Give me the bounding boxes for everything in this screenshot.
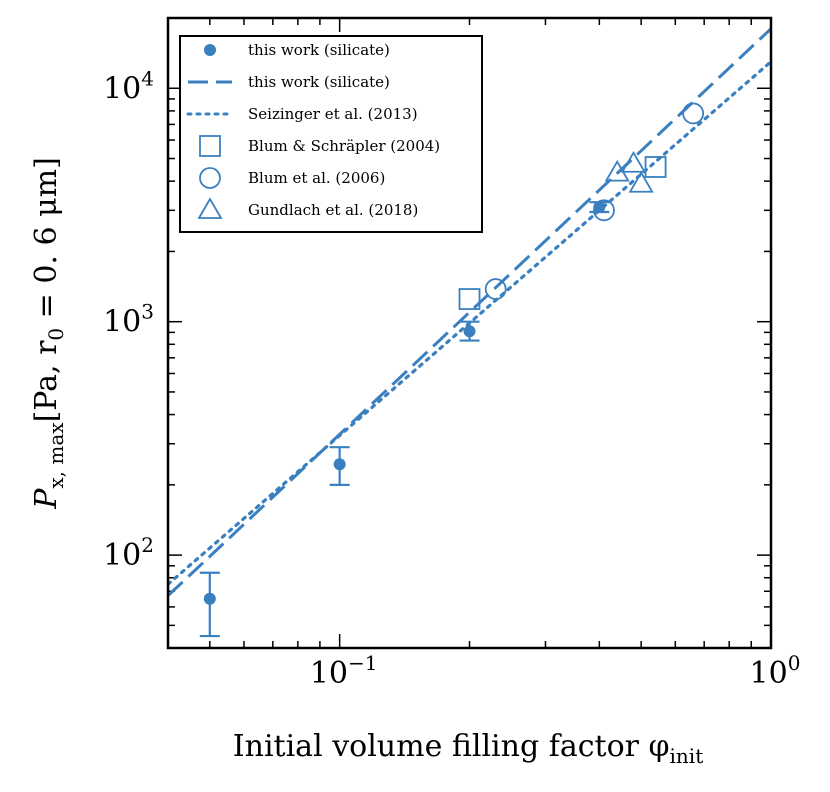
legend-marker [199,167,221,189]
data-point [458,288,481,310]
y-tick-label: 104 [103,66,154,106]
legend-label: Seizinger et al. (2013) [248,105,418,123]
data-point [628,170,654,193]
y-tick-label: 102 [103,533,154,573]
data-point [463,325,476,338]
legend: this work (silicate) this work (silicate)… [179,35,483,233]
legend-marker [199,135,221,157]
data-point [644,156,667,178]
data-point [620,150,647,173]
legend-label: this work (silicate) [248,41,390,59]
legend-marker [197,197,223,219]
data-point [682,102,705,125]
legend-label: this work (silicate) [248,73,390,91]
legend-label: Blum & Schräpler (2004) [248,137,440,155]
legend-label: Blum et al. (2006) [248,169,385,187]
data-point [333,458,346,471]
data-point [203,592,216,605]
legend-label: Gundlach et al. (2018) [248,201,418,219]
plot-frame [166,16,773,650]
plot-area [168,27,771,638]
axis-ticks: 10−1 100 102 103 104 [103,17,801,691]
data-point [484,278,507,300]
legend-marker [204,44,216,56]
x-axis-label: Initial volume filling factor φinit [233,729,703,768]
y-axis-label: Px, max[Pa, r0 = 0. 6 μm] [29,157,68,510]
fit-line-this-work [168,27,771,597]
x-tick-label: 100 [750,651,801,691]
x-tick-label: 10−1 [310,651,378,691]
y-tick-label: 103 [103,300,154,340]
legend-box [179,35,483,233]
data-point [593,199,615,222]
